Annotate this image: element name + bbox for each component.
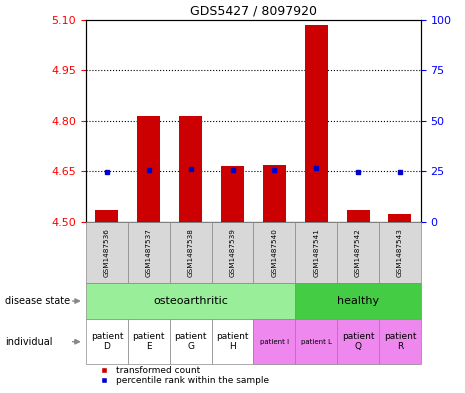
Text: patient I: patient I — [260, 339, 289, 345]
Text: patient
D: patient D — [91, 332, 123, 351]
Text: GSM1487542: GSM1487542 — [355, 228, 361, 277]
Bar — [221, 166, 244, 222]
Bar — [305, 25, 328, 222]
Text: GSM1487541: GSM1487541 — [313, 228, 319, 277]
Bar — [179, 116, 202, 222]
Text: disease state: disease state — [5, 296, 70, 306]
Text: patient L: patient L — [301, 339, 332, 345]
Text: GSM1487539: GSM1487539 — [230, 228, 235, 277]
Bar — [137, 116, 160, 222]
Text: healthy: healthy — [337, 296, 379, 306]
Text: GSM1487538: GSM1487538 — [188, 228, 193, 277]
Text: patient
G: patient G — [174, 332, 207, 351]
Text: patient
H: patient H — [216, 332, 249, 351]
Text: GSM1487536: GSM1487536 — [104, 228, 110, 277]
Text: individual: individual — [5, 337, 52, 347]
Text: osteoarthritic: osteoarthritic — [153, 296, 228, 306]
Text: GSM1487540: GSM1487540 — [272, 228, 277, 277]
Text: GSM1487543: GSM1487543 — [397, 228, 403, 277]
Text: patient
R: patient R — [384, 332, 416, 351]
Text: patient
E: patient E — [133, 332, 165, 351]
Text: patient
Q: patient Q — [342, 332, 374, 351]
Text: GSM1487537: GSM1487537 — [146, 228, 152, 277]
Bar — [95, 210, 119, 222]
Bar — [346, 210, 370, 222]
Title: GDS5427 / 8097920: GDS5427 / 8097920 — [190, 4, 317, 17]
Bar — [263, 165, 286, 222]
Legend: transformed count, percentile rank within the sample: transformed count, percentile rank withi… — [95, 366, 269, 386]
Bar — [388, 214, 412, 222]
